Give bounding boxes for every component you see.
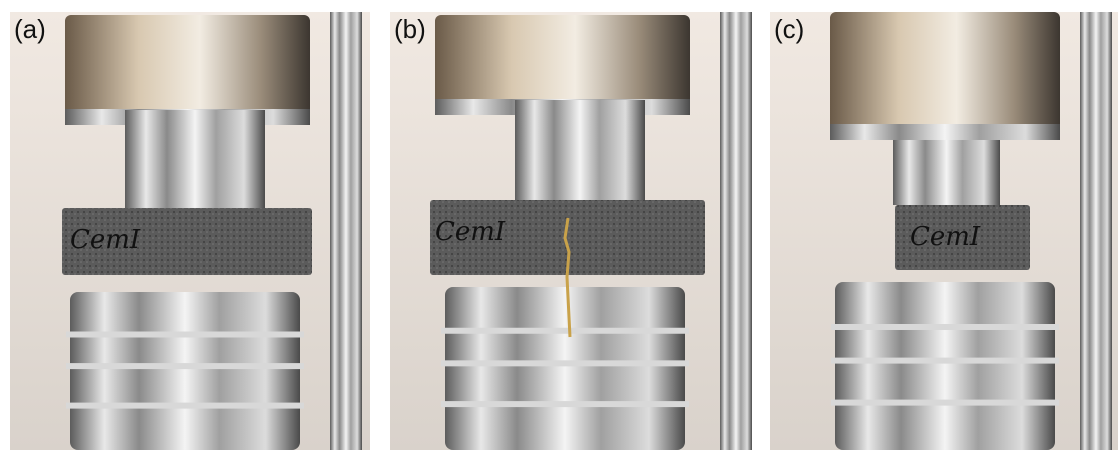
panel-label: (a) [14,14,46,44]
upper-platen [435,15,690,115]
base-ring [441,360,689,367]
loading-head [125,110,265,210]
loading-head [893,140,1000,205]
base-ring [831,399,1059,406]
upper-platen [830,12,1060,140]
base-plate [445,287,685,450]
loading-head [515,100,645,205]
press-column [720,12,752,450]
specimen-block [430,200,705,275]
panel-label: (b) [394,14,426,44]
base-plate [70,292,300,450]
panel: CemI (b) [390,12,752,450]
upper-platen-rim [830,124,1060,140]
base-ring [441,401,689,408]
specimen-block [62,208,312,275]
specimen-label: CemI [435,217,506,247]
base-ring [831,324,1059,330]
press-column [1080,12,1112,450]
base-ring [66,402,304,409]
specimen-label: CemI [70,225,141,255]
base-plate [835,282,1055,450]
panel: CemI (c) [770,12,1118,450]
base-ring [66,331,304,338]
base-ring [66,363,304,370]
press-column [330,12,362,450]
panel-label: (c) [774,14,804,44]
panel: CemI (a) [10,12,370,450]
crack [563,217,572,338]
base-ring [441,327,689,334]
specimen-block [895,205,1030,270]
specimen-label: CemI [910,222,981,252]
upper-platen [65,15,310,125]
base-ring [831,357,1059,364]
